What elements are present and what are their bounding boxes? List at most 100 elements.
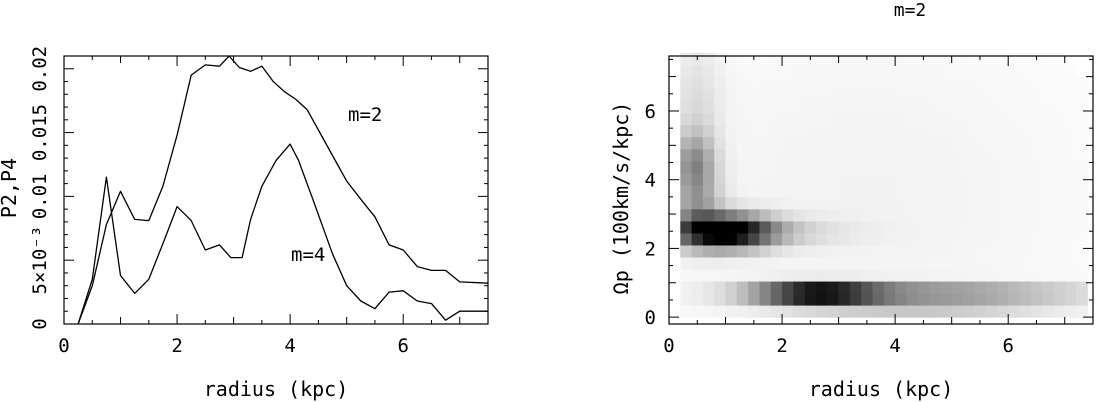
- heatmap-cell: [770, 208, 783, 222]
- heatmap-cell: [1019, 112, 1032, 126]
- heatmap-cell: [827, 172, 840, 186]
- heatmap-cell: [736, 76, 749, 90]
- heatmap-cell: [974, 76, 987, 90]
- heatmap-cell: [985, 220, 998, 234]
- heatmap-cell: [827, 52, 840, 66]
- heatmap-cell: [929, 172, 941, 186]
- heatmap-cell: [804, 184, 817, 198]
- heatmap-cell: [974, 160, 987, 174]
- heatmap-cell: [702, 208, 715, 222]
- heatmap-cell: [872, 293, 885, 306]
- heatmap-cell: [680, 281, 693, 294]
- heatmap-cell: [782, 160, 794, 174]
- heatmap-cell: [759, 136, 772, 150]
- heatmap-cell: [782, 148, 794, 162]
- heatmap-cell: [770, 112, 783, 126]
- heatmap-cell: [815, 257, 828, 270]
- heatmap-cell: [929, 136, 941, 150]
- heatmap-cell: [815, 196, 828, 210]
- heatmap-cell: [1076, 124, 1088, 138]
- heatmap-cell: [985, 148, 998, 162]
- heatmap-cell: [680, 257, 693, 270]
- heatmap-cell: [917, 220, 930, 234]
- heatmap-cell: [1053, 196, 1066, 210]
- heatmap-cell: [1053, 208, 1066, 222]
- heatmap-cell: [827, 76, 840, 90]
- heatmap-cell: [725, 64, 738, 78]
- heatmap-cell: [691, 244, 704, 258]
- heatmap-cell: [815, 172, 828, 186]
- heatmap-cell: [714, 88, 727, 102]
- heatmap-cell: [895, 269, 907, 282]
- heatmap-cell: [725, 88, 738, 102]
- heatmap-cell: [770, 160, 783, 174]
- heatmap-cell: [1064, 148, 1077, 162]
- heatmap-cell: [951, 244, 964, 258]
- heatmap-cell: [804, 281, 817, 294]
- heatmap-cell: [883, 196, 896, 210]
- heatmap-cell: [680, 124, 693, 138]
- heatmap-cell: [770, 293, 783, 306]
- heatmap-cell: [1042, 124, 1054, 138]
- heatmap-cell: [804, 208, 817, 222]
- heatmap-cell: [951, 136, 964, 150]
- heatmap-cell: [1008, 76, 1021, 90]
- heatmap-cell: [861, 232, 874, 246]
- heatmap-cell: [838, 88, 851, 102]
- heatmap-cell: [974, 64, 987, 78]
- heatmap-cell: [1008, 184, 1021, 198]
- left-xtick-labels: 0 2 4 6: [58, 335, 409, 357]
- heatmap-cell: [680, 244, 693, 258]
- heatmap-cell: [929, 124, 941, 138]
- heatmap-cell: [985, 281, 998, 294]
- heatmap-cell: [1008, 305, 1021, 318]
- heatmap-cell: [804, 124, 817, 138]
- left-y-tick-label: 0.02: [29, 46, 51, 92]
- heatmap-cell: [895, 257, 907, 270]
- heatmap-cell: [1064, 257, 1077, 270]
- heatmap-cell: [736, 184, 749, 198]
- heatmap-cell: [849, 257, 862, 270]
- heatmap-cell: [691, 172, 704, 186]
- heatmap-cell: [782, 208, 794, 222]
- heatmap-cell: [793, 184, 806, 198]
- heatmap-cell: [951, 160, 964, 174]
- heatmap-cell: [962, 244, 975, 258]
- right-axis-ticks: [668, 56, 1094, 324]
- heatmap-cell: [940, 208, 953, 222]
- heatmap-cell: [680, 100, 693, 114]
- heatmap-cell: [1030, 88, 1043, 102]
- heatmap-cell: [815, 136, 828, 150]
- heatmap-cell: [1076, 305, 1088, 318]
- heatmap-cell: [838, 244, 851, 258]
- heatmap-cell: [962, 305, 975, 318]
- heatmap-cell: [748, 196, 760, 210]
- heatmap-cell: [917, 112, 930, 126]
- heatmap-cell: [714, 160, 727, 174]
- heatmap-cell: [872, 184, 885, 198]
- heatmap-cell: [906, 220, 919, 234]
- heatmap-cell: [702, 148, 715, 162]
- heatmap-cell: [895, 136, 907, 150]
- heatmap-cell: [1042, 160, 1054, 174]
- heatmap-cell: [895, 220, 907, 234]
- heatmap-cell: [974, 232, 987, 246]
- heatmap-cell: [714, 269, 727, 282]
- heatmap-cell: [861, 136, 874, 150]
- left-curves: [77, 55, 489, 325]
- left-plot-frame: [63, 55, 489, 325]
- heatmap-cell: [714, 148, 727, 162]
- heatmap-cell: [759, 257, 772, 270]
- heatmap-cell: [895, 88, 907, 102]
- heatmap-cell: [895, 244, 907, 258]
- heatmap-cell: [748, 76, 760, 90]
- heatmap-cell: [849, 220, 862, 234]
- heatmap-cell: [804, 76, 817, 90]
- heatmap-cell: [951, 196, 964, 210]
- heatmap-cell: [838, 257, 851, 270]
- heatmap-cell: [849, 269, 862, 282]
- heatmap-cell: [929, 305, 941, 318]
- heatmap-cell: [838, 52, 851, 66]
- heatmap-cell: [974, 88, 987, 102]
- heatmap-cell: [770, 124, 783, 138]
